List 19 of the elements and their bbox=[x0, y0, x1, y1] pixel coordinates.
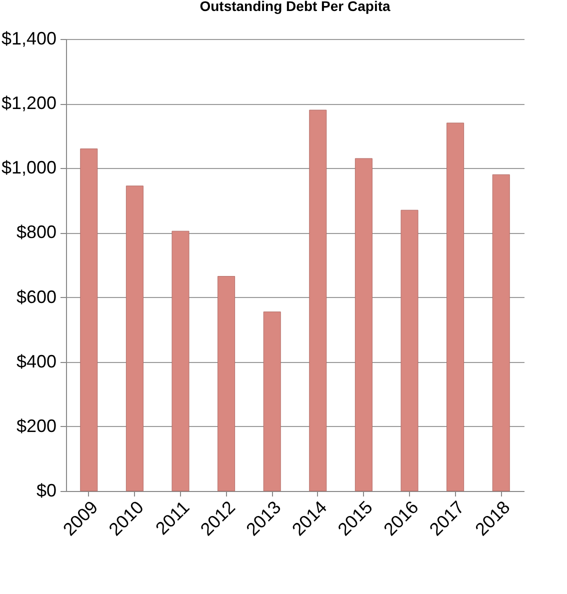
bar bbox=[492, 174, 510, 492]
bar bbox=[263, 312, 281, 492]
chart-title: Outstanding Debt Per Capita bbox=[200, 0, 390, 14]
y-tick-label: $1,200 bbox=[1, 93, 56, 114]
bar bbox=[354, 158, 372, 492]
bar bbox=[126, 186, 144, 492]
bar bbox=[218, 276, 236, 492]
y-tick-label: $1,000 bbox=[1, 158, 56, 178]
y-tick-label: $1,400 bbox=[1, 28, 56, 48]
y-tick-label: $200 bbox=[16, 416, 56, 436]
bar bbox=[172, 230, 190, 492]
bar bbox=[80, 148, 98, 492]
y-tick-label: $0 bbox=[36, 480, 56, 500]
bar bbox=[400, 210, 418, 492]
y-tick-label: $600 bbox=[16, 286, 56, 307]
y-tick-label: $800 bbox=[16, 222, 56, 242]
bar bbox=[309, 110, 327, 492]
bar bbox=[446, 122, 464, 492]
y-tick-label: $400 bbox=[16, 351, 56, 372]
